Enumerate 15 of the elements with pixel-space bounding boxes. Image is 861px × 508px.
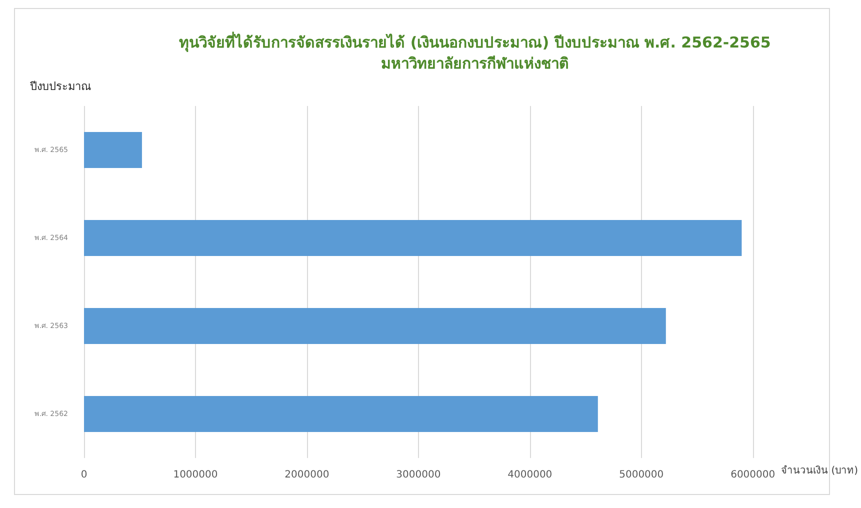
chart-subtitle: มหาวิทยาลัยการกีฬาแห่งชาติ (381, 54, 569, 72)
bar (84, 220, 742, 256)
x-tick-label: 3000000 (396, 470, 441, 480)
bar (84, 132, 142, 168)
bar (84, 308, 666, 344)
y-axis-title: ปีงบประมาณ (29, 80, 91, 93)
chart-title: ทุนวิจัยที่ได้รับการจัดสรรเงินรายได้ (เงินนอกงบประมาณ) ปีงบประมาณ พ.ศ. 2562-2565 (179, 32, 771, 52)
x-tick-label: 6000000 (730, 470, 776, 480)
bar (84, 396, 598, 432)
x-tick-label: 5000000 (619, 470, 664, 480)
x-tick-label: 1000000 (173, 470, 218, 480)
x-tick-label: 4000000 (508, 470, 552, 480)
x-tick-label: 2000000 (284, 470, 330, 480)
x-tick-label: 0 (80, 470, 88, 480)
x-axis-title: จำนวนเงิน (บาท) (781, 466, 858, 476)
